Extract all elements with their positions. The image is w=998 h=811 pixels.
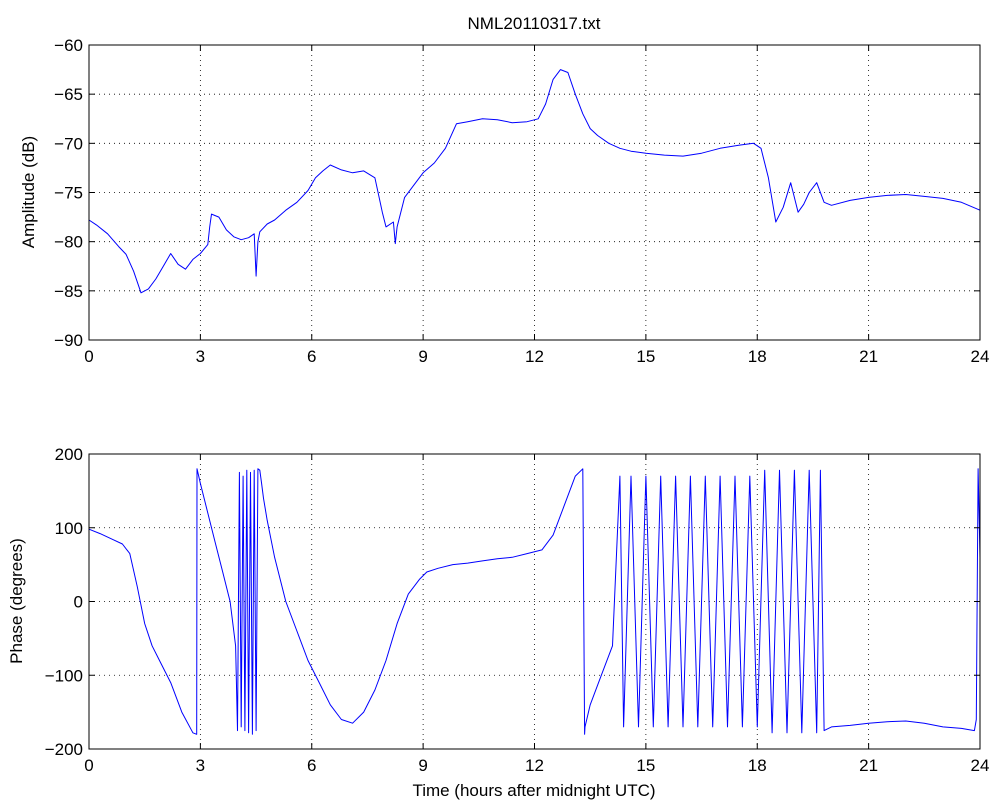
amplitude-y-tick-label: −80: [54, 233, 83, 252]
phase-panel: Phase (degrees) Time (hours after midnig…: [7, 445, 989, 800]
amplitude-y-axis-label: Amplitude (dB): [19, 136, 38, 248]
phase-x-tick-label: 21: [859, 756, 878, 775]
phase-x-tick-label: 15: [636, 756, 655, 775]
phase-y-tick-label: 0: [74, 593, 83, 612]
phase-y-tick-label: 200: [55, 445, 83, 464]
amplitude-x-tick-label: 9: [418, 347, 427, 366]
amplitude-y-tick-label: −60: [54, 36, 83, 55]
phase-x-tick-label: 18: [748, 756, 767, 775]
chart-title: NML20110317.txt: [468, 14, 601, 33]
amplitude-series-line: [88, 69, 981, 294]
phase-series-line: [88, 468, 981, 735]
phase-x-tick-label: 9: [418, 756, 427, 775]
amplitude-y-tick-label: −65: [54, 85, 83, 104]
amplitude-x-tick-label: 12: [525, 347, 544, 366]
amplitude-y-tick-label: −85: [54, 282, 83, 301]
phase-x-tick-label: 12: [525, 756, 544, 775]
phase-y-tick-label: 100: [55, 519, 83, 538]
amplitude-y-tick-label: −75: [54, 184, 83, 203]
amplitude-panel: Amplitude (dB) 0 3 6 9 12 15 18 21 24 −90 −85 −80 −7…: [19, 36, 989, 366]
phase-y-tick-label: −200: [45, 740, 83, 759]
phase-x-tick-label: 3: [196, 756, 205, 775]
amplitude-x-tick-label: 0: [84, 347, 93, 366]
amplitude-y-tick-label: −70: [54, 134, 83, 153]
amplitude-x-tick-label: 15: [636, 347, 655, 366]
amplitude-x-tick-label: 6: [307, 347, 316, 366]
amplitude-x-tick-label: 24: [971, 347, 990, 366]
phase-x-tick-label: 24: [971, 756, 990, 775]
amplitude-x-tick-label: 21: [859, 347, 878, 366]
phase-x-axis-label: Time (hours after midnight UTC): [412, 781, 655, 800]
phase-x-tick-label: 0: [84, 756, 93, 775]
phase-y-axis-label: Phase (degrees): [7, 538, 26, 664]
phase-x-tick-label: 6: [307, 756, 316, 775]
amplitude-y-tick-label: −90: [54, 331, 83, 350]
amplitude-x-tick-label: 18: [748, 347, 767, 366]
phase-y-tick-label: −100: [45, 666, 83, 685]
amplitude-x-tick-label: 3: [196, 347, 205, 366]
